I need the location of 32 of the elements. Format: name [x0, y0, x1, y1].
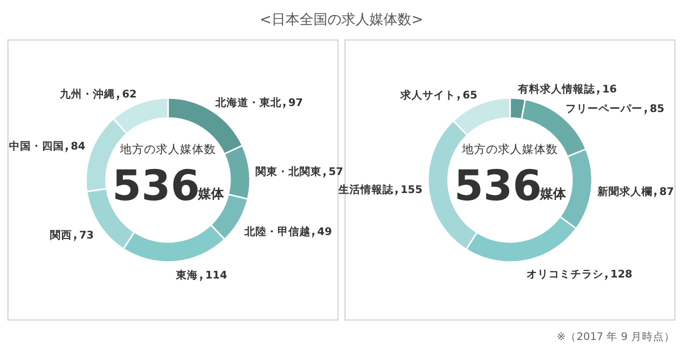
slice-label: 九州・沖縄: [59, 88, 116, 101]
slice-label: 北海道・東北: [214, 96, 282, 109]
data-label: 62: [122, 88, 137, 101]
data-label: 114: [205, 270, 228, 282]
slice-label: 生活情報誌: [338, 182, 395, 196]
slice-label: 関東・北関東: [256, 165, 323, 178]
slice-label: 有料求人情報誌: [517, 82, 596, 96]
data-label: 84: [70, 140, 86, 153]
slice-label: 関西: [50, 229, 72, 242]
text: ※（2017 年 9 月時点）: [556, 330, 675, 343]
data-label: 97: [288, 96, 304, 109]
text: 地方の求人媒体数: [461, 142, 558, 156]
data-label: 87: [659, 186, 674, 198]
data-label: 155: [400, 184, 422, 196]
slice-label: 求人サイト: [400, 88, 456, 102]
text: 地方の求人媒体数: [119, 142, 216, 156]
text: 媒体: [539, 187, 567, 202]
text: 媒体: [197, 187, 225, 202]
slice-label: フリーペーパー: [566, 102, 643, 115]
data-label: 128: [610, 268, 632, 280]
slice-label: 北陸・甲信越: [243, 224, 310, 238]
slice-label: オリコミチラシ: [526, 268, 604, 280]
data-label: 85: [650, 102, 664, 115]
data-label: 57: [328, 166, 344, 178]
slice-label: 東海: [175, 268, 198, 282]
slice-label: 中国・四国: [8, 140, 64, 153]
slice-label: 新聞求人欄: [596, 184, 652, 198]
data-label: 49: [317, 226, 332, 238]
data-label: 73: [79, 229, 94, 242]
chart-title: <日本全国の求人媒体数>: [260, 12, 424, 28]
data-label: 65: [462, 89, 478, 102]
data-label: 16: [602, 83, 617, 96]
